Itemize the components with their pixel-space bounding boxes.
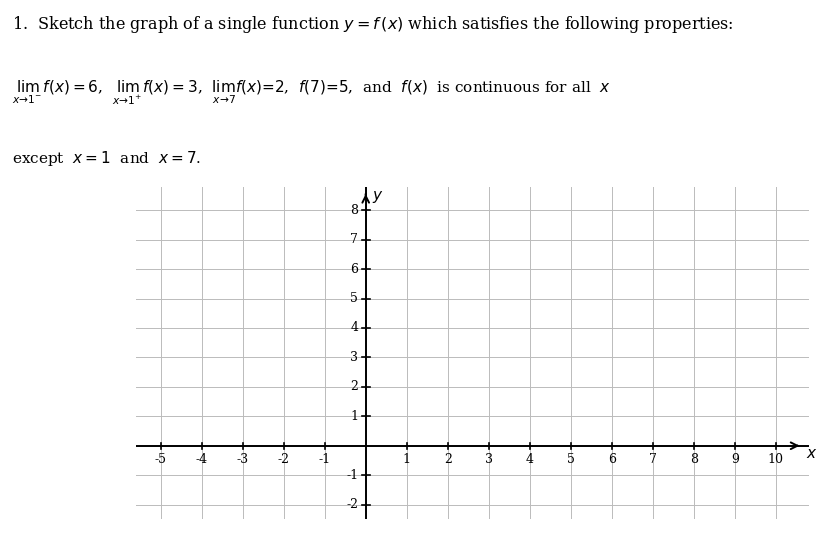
Text: 10: 10	[768, 453, 784, 466]
Text: except  $x=1$  and  $x=7$.: except $x=1$ and $x=7$.	[12, 149, 201, 168]
Text: 1: 1	[351, 410, 358, 423]
Text: 7: 7	[648, 453, 657, 466]
Text: 6: 6	[608, 453, 615, 466]
Text: 3: 3	[351, 351, 358, 364]
Text: -5: -5	[155, 453, 167, 466]
Text: 1.  Sketch the graph of a single function $y = f\,(x)$ which satisfies the follo: 1. Sketch the graph of a single function…	[12, 14, 734, 35]
Text: -3: -3	[237, 453, 249, 466]
Text: 3: 3	[485, 453, 493, 466]
Text: 1: 1	[403, 453, 411, 466]
Text: $\lim_{x\to 1^-} f(x)=6$,  $\lim_{x\to 1^+} f(x)=3$,  $\lim_{x\to 7} f(x)=2$,  $: $\lim_{x\to 1^-} f(x)=6$, $\lim_{x\to 1^…	[12, 78, 611, 107]
Text: 6: 6	[351, 262, 358, 275]
Text: 4: 4	[526, 453, 534, 466]
Text: -1: -1	[318, 453, 331, 466]
Text: -4: -4	[196, 453, 208, 466]
Text: $x$: $x$	[807, 447, 818, 461]
Text: 2: 2	[444, 453, 451, 466]
Text: -2: -2	[346, 498, 358, 511]
Text: 7: 7	[351, 233, 358, 246]
Text: 5: 5	[351, 292, 358, 305]
Text: -2: -2	[278, 453, 290, 466]
Text: 2: 2	[351, 380, 358, 393]
Text: $y$: $y$	[372, 189, 384, 205]
Text: -1: -1	[346, 469, 358, 481]
Text: 4: 4	[351, 321, 358, 334]
Text: 8: 8	[351, 204, 358, 217]
Text: 8: 8	[690, 453, 698, 466]
Text: 9: 9	[731, 453, 738, 466]
Text: 5: 5	[567, 453, 575, 466]
